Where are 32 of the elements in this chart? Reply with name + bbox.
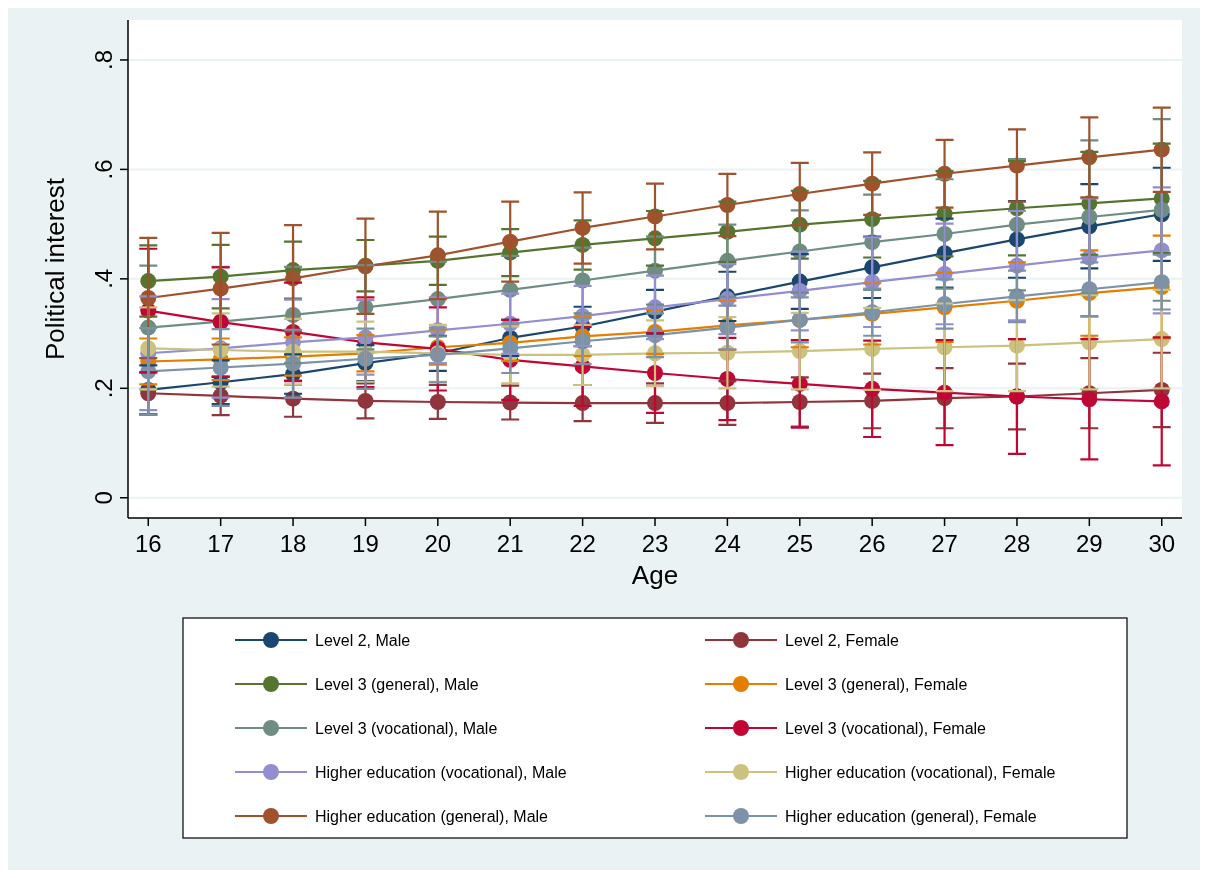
x-tick-label: 29 <box>1075 530 1103 557</box>
x-tick-label: 26 <box>858 530 886 557</box>
legend-label: Level 3 (general), Male <box>315 676 479 693</box>
y-tick-label: .2 <box>90 378 117 399</box>
legend-label: Level 3 (vocational), Female <box>785 720 987 737</box>
x-tick-label: 16 <box>134 530 162 557</box>
legend-label: Level 2, Female <box>785 632 899 649</box>
legend-label: Higher education (general), Male <box>315 808 549 825</box>
legend-label: Higher education (general), Female <box>785 808 1037 825</box>
legend-label: Level 3 (general), Female <box>785 676 968 693</box>
y-tick-label: 0 <box>90 491 117 505</box>
y-tick-label: .4 <box>90 268 117 289</box>
x-tick-label: 27 <box>931 530 958 557</box>
x-tick-label: 28 <box>1003 530 1031 557</box>
x-tick-label: 20 <box>424 530 452 557</box>
y-axis-title: Political interest <box>40 177 70 361</box>
x-tick-label: 17 <box>207 530 235 557</box>
legend-label: Higher education (vocational), Male <box>315 764 567 781</box>
x-tick-label: 19 <box>352 530 379 557</box>
y-tick-label: .6 <box>90 159 117 180</box>
x-tick-label: 24 <box>714 530 741 557</box>
legend-label: Level 3 (vocational), Male <box>315 720 498 737</box>
x-tick-label: 30 <box>1148 530 1176 557</box>
legend-label: Level 2, Male <box>315 632 411 649</box>
x-tick-label: 22 <box>569 530 596 557</box>
legend-label: Higher education (vocational), Female <box>785 764 1056 781</box>
x-axis-title: Age <box>631 560 679 590</box>
y-tick-label: .8 <box>90 49 117 70</box>
x-tick-label: 23 <box>641 530 669 557</box>
x-tick-label: 18 <box>279 530 307 557</box>
x-tick-label: 25 <box>786 530 814 557</box>
x-tick-label: 21 <box>496 530 524 557</box>
